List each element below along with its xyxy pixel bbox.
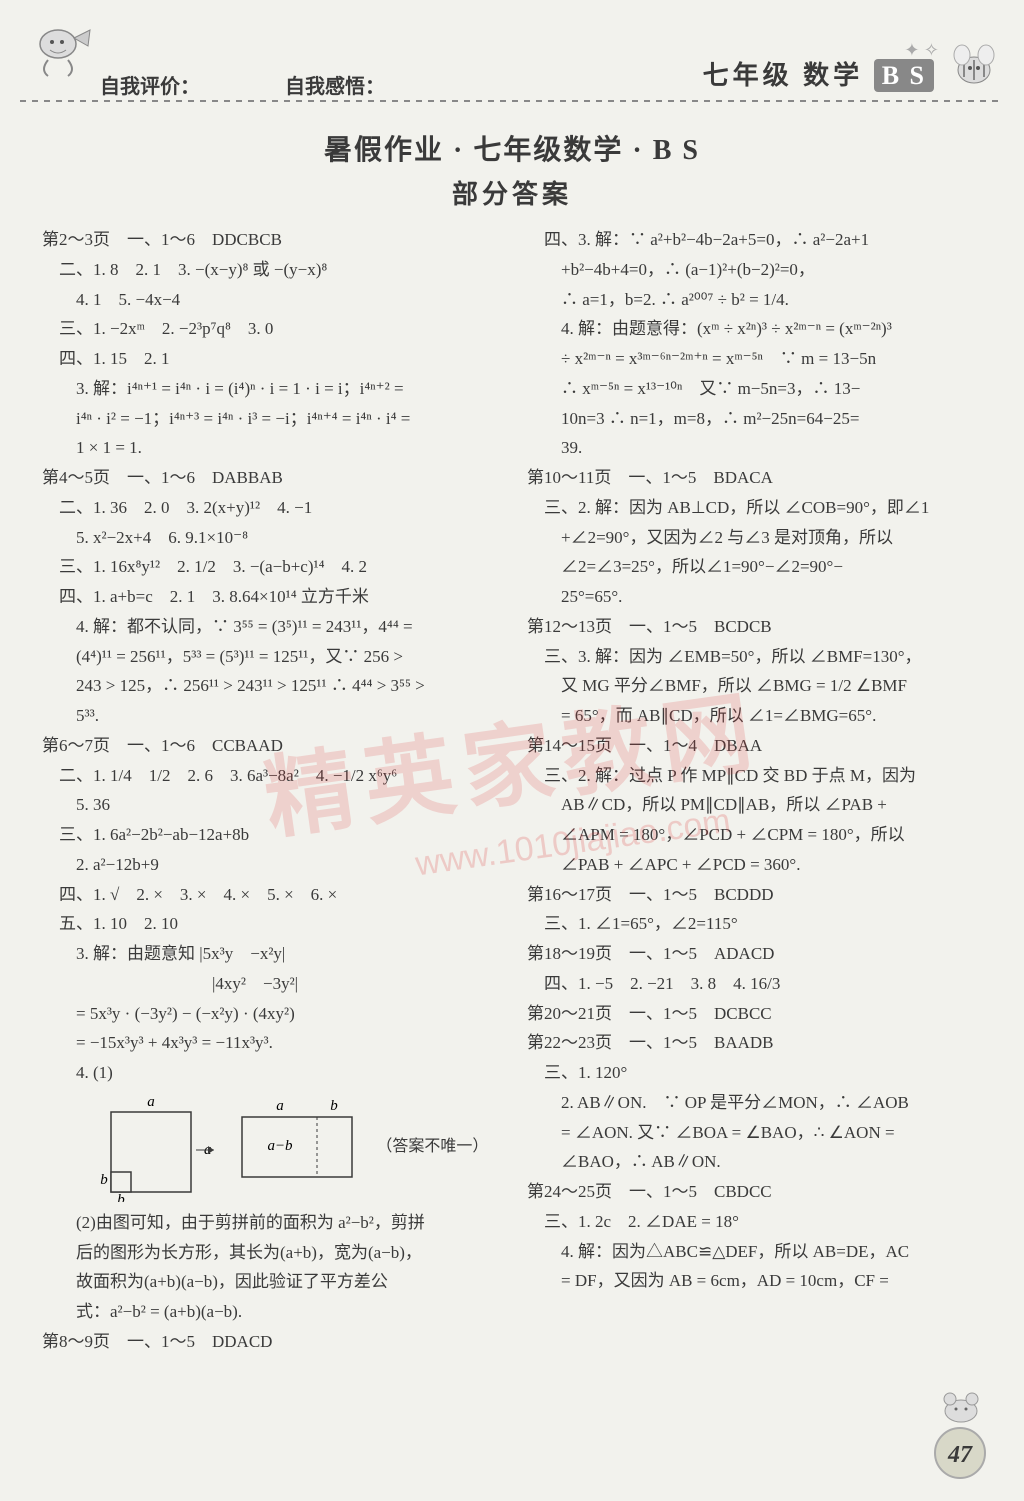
self-reflect-label: 自我感悟：	[285, 70, 385, 99]
answer-line: 5. x²−2x+4 6. 9.1×10⁻⁸	[42, 523, 509, 553]
answer-line: ∴ a=1，b=2. ∴ a²⁰⁰⁷ ÷ b² = 1/4.	[527, 285, 994, 315]
subject-text: 数学	[803, 61, 863, 90]
answer-line: ÷ x²ᵐ⁻ⁿ = x³ᵐ⁻⁶ⁿ⁻²ᵐ⁺ⁿ = xᵐ⁻⁵ⁿ ∵ m = 13−5…	[527, 344, 994, 374]
answer-line: (4⁴)¹¹ = 256¹¹，5³³ = (5³)¹¹ = 125¹¹，又∵ 2…	[42, 642, 509, 672]
answer-line: 2. a²−12b+9	[42, 850, 509, 880]
answer-line: 1 × 1 = 1.	[42, 433, 509, 463]
svg-text:a: a	[148, 1094, 156, 1110]
answer-line: 第12～13页 一、1～5 BCDCB	[527, 612, 994, 642]
answer-line: 四、1. −5 2. −21 3. 8 4. 16/3	[527, 969, 994, 999]
answer-line: 三、2. 解：过点 P 作 MP∥CD 交 BD 于点 M，因为	[527, 761, 994, 791]
answer-columns: 第2～3页 一、1～6 DDCBCB 二、1. 8 2. 1 3. −(x−y)…	[0, 211, 1024, 1357]
answer-line: 第8～9页 一、1～5 DDACD	[42, 1327, 509, 1357]
right-column: 四、3. 解：∵ a²+b²−4b−2a+5=0，∴ a²−2a+1 +b²−4…	[527, 225, 994, 1357]
answer-line: 第24～25页 一、1～5 CBDCC	[527, 1177, 994, 1207]
answer-line: 10n=3 ∴ n=1，m=8，∴ m²−25n=64−25=	[527, 404, 994, 434]
answer-line: 第16～17页 一、1～5 BCDDD	[527, 880, 994, 910]
answer-line: 三、1. 6a²−2b²−ab−12a+8b	[42, 820, 509, 850]
answer-line: 第6～7页 一、1～6 CCBAAD	[42, 731, 509, 761]
page-number: 47	[934, 1427, 986, 1479]
answer-line: 四、1. a+b=c 2. 1 3. 8.64×10¹⁴ 立方千米	[42, 582, 509, 612]
answer-line: 二、1. 8 2. 1 3. −(x−y)⁸ 或 −(y−x)⁸	[42, 255, 509, 285]
answer-line: 故面积为(a+b)(a−b)，因此验证了平方差公	[42, 1267, 509, 1297]
svg-text:a−b: a−b	[268, 1138, 294, 1154]
pencil-character-icon	[30, 20, 100, 80]
answer-line: = −15x³y³ + 4x³y³ = −11x³y³.	[42, 1028, 509, 1058]
answer-line: 243 > 125，∴ 256¹¹ > 243¹¹ > 125¹¹ ∴ 4⁴⁴ …	[42, 671, 509, 701]
answer-line: 4. 解：由题意得：(xᵐ ÷ x²ⁿ)³ ÷ x²ᵐ⁻ⁿ = (xᵐ⁻²ⁿ)³	[527, 314, 994, 344]
answer-line: 第2～3页 一、1～6 DDCBCB	[42, 225, 509, 255]
answer-line: = DF，又因为 AB = 6cm，AD = 10cm，CF =	[527, 1266, 994, 1296]
answer-line: 第10～11页 一、1～5 BDACA	[527, 463, 994, 493]
self-eval-label: 自我评价：	[100, 70, 200, 99]
answer-line: 四、1. 15 2. 1	[42, 344, 509, 374]
star-icon: ✦ ✧	[904, 40, 939, 61]
bear-icon	[938, 1389, 984, 1423]
answer-line: 三、1. ∠1=65°，∠2=115°	[527, 909, 994, 939]
answer-line: 又 MG 平分∠BMF，所以 ∠BMG = 1/2 ∠BMF	[527, 671, 994, 701]
answer-line: AB∥CD，所以 PM∥CD∥AB，所以 ∠PAB +	[527, 790, 994, 820]
svg-text:a: a	[277, 1098, 285, 1114]
left-column: 第2～3页 一、1～6 DDCBCB 二、1. 8 2. 1 3. −(x−y)…	[42, 225, 509, 1357]
answer-line: +b²−4b+4=0，∴ (a−1)²+(b−2)²=0，	[527, 255, 994, 285]
square-diagram-2: a b a−b	[232, 1092, 372, 1202]
answer-line: 式：a²−b² = (a+b)(a−b).	[42, 1297, 509, 1327]
answer-line: 3. 解：i⁴ⁿ⁺¹ = i⁴ⁿ · i = (i⁴)ⁿ · i = 1 · i…	[42, 374, 509, 404]
answer-line: 第14～15页 一、1～4 DBAA	[527, 731, 994, 761]
answer-line: 三、1. 16x⁸y¹² 2. 1/2 3. −(a−b+c)¹⁴ 4. 2	[42, 552, 509, 582]
diagram-row: abbaaba−b（答案不唯一）	[42, 1092, 509, 1202]
answer-line: = 5x³y · (−3y²) − (−x²y) · (4xy²)	[42, 999, 509, 1029]
answer-line: 后的图形为长方形，其长为(a+b)，宽为(a−b)，	[42, 1238, 509, 1268]
answer-line: ∠APM = 180°，∠PCD + ∠CPM = 180°，所以	[527, 820, 994, 850]
answer-line: 39.	[527, 433, 994, 463]
answer-line: 5³³.	[42, 701, 509, 731]
diagram-note: （答案不唯一）	[376, 1133, 488, 1161]
answer-line: i⁴ⁿ · i² = −1；i⁴ⁿ⁺³ = i⁴ⁿ · i³ = −i；i⁴ⁿ⁺…	[42, 404, 509, 434]
answer-line: = 65°，而 AB∥CD，所以 ∠1=∠BMG=65°.	[527, 701, 994, 731]
answer-line: 第22～23页 一、1～5 BAADB	[527, 1028, 994, 1058]
edition-badge: B S	[874, 59, 934, 92]
answer-line: 二、1. 1/4 1/2 2. 6 3. 6a³−8a² 4. −1/2 x⁶y…	[42, 761, 509, 791]
answer-line: 三、1. 120°	[527, 1058, 994, 1088]
answer-line: 4. 解：因为△ABC≌△DEF，所以 AB=DE，AC	[527, 1237, 994, 1267]
answer-line: = ∠AON. 又∵ ∠BOA = ∠BAO，∴ ∠AON =	[527, 1118, 994, 1148]
answer-line: 四、1. √ 2. × 3. × 4. × 5. × 6. ×	[42, 880, 509, 910]
answer-line: 4. (1)	[42, 1058, 509, 1088]
svg-text:b: b	[118, 1192, 126, 1202]
answer-line: 4. 解：都不认同，∵ 3⁵⁵ = (3⁵)¹¹ = 243¹¹，4⁴⁴ =	[42, 612, 509, 642]
header-grade-subject: 七年级 数学 B S	[703, 55, 934, 92]
answer-line: |4xy² −3y²|	[42, 969, 509, 999]
answer-line: ∠BAO，∴ AB∥ON.	[527, 1147, 994, 1177]
answer-line: 2. AB∥ON. ∵ OP 是平分∠MON，∴ ∠AOB	[527, 1088, 994, 1118]
header-self-eval-labels: 自我评价： 自我感悟：	[100, 70, 385, 99]
answer-line: 第18～19页 一、1～5 ADACD	[527, 939, 994, 969]
square-diagram-1: abba	[96, 1092, 226, 1202]
answer-line: ∴ xᵐ⁻⁵ⁿ = x¹³⁻¹⁰ⁿ 又∵ m−5n=3，∴ 13−	[527, 374, 994, 404]
answer-line: 三、1. 2c 2. ∠DAE = 18°	[527, 1207, 994, 1237]
answer-line: 5. 36	[42, 790, 509, 820]
answer-line: (2)由图可知，由于剪拼前的面积为 a²−b²，剪拼	[42, 1208, 509, 1238]
page-header: 自我评价： 自我感悟： 七年级 数学 B S ✦ ✧	[0, 0, 1024, 110]
answer-line: 三、3. 解：因为 ∠EMB=50°，所以 ∠BMF=130°，	[527, 642, 994, 672]
answer-line: +∠2=90°，又因为∠2 与∠3 是对顶角，所以	[527, 523, 994, 553]
answer-line: 4. 1 5. −4x−4	[42, 285, 509, 315]
answer-line: 3. 解：由题意知 |5x³y −x²y|	[42, 939, 509, 969]
answer-line: 四、3. 解：∵ a²+b²−4b−2a+5=0，∴ a²−2a+1	[527, 225, 994, 255]
grade-text: 七年级	[703, 61, 793, 90]
answer-line: ∠PAB + ∠APC + ∠PCD = 360°.	[527, 850, 994, 880]
answer-line: 三、2. 解：因为 AB⊥CD，所以 ∠COB=90°，即∠1	[527, 493, 994, 523]
main-title: 暑假作业 · 七年级数学 · B S	[0, 128, 1024, 168]
answer-line: 第20～21页 一、1～5 DCBCC	[527, 999, 994, 1029]
answer-line: 五、1. 10 2. 10	[42, 909, 509, 939]
answer-line: 第4～5页 一、1～6 DABBAB	[42, 463, 509, 493]
svg-text:b: b	[331, 1098, 339, 1114]
sub-title: 部分答案	[0, 174, 1024, 211]
svg-text:b: b	[101, 1172, 109, 1188]
answer-line: 二、1. 36 2. 0 3. 2(x+y)¹² 4. −1	[42, 493, 509, 523]
answer-line: 25°=65°.	[527, 582, 994, 612]
answer-line: 三、1. −2xᵐ 2. −2³p⁷q⁸ 3. 0	[42, 314, 509, 344]
header-underline	[20, 100, 1004, 102]
bee-icon	[944, 35, 1004, 95]
answer-line: ∠2=∠3=25°，所以∠1=90°−∠2=90°−	[527, 552, 994, 582]
